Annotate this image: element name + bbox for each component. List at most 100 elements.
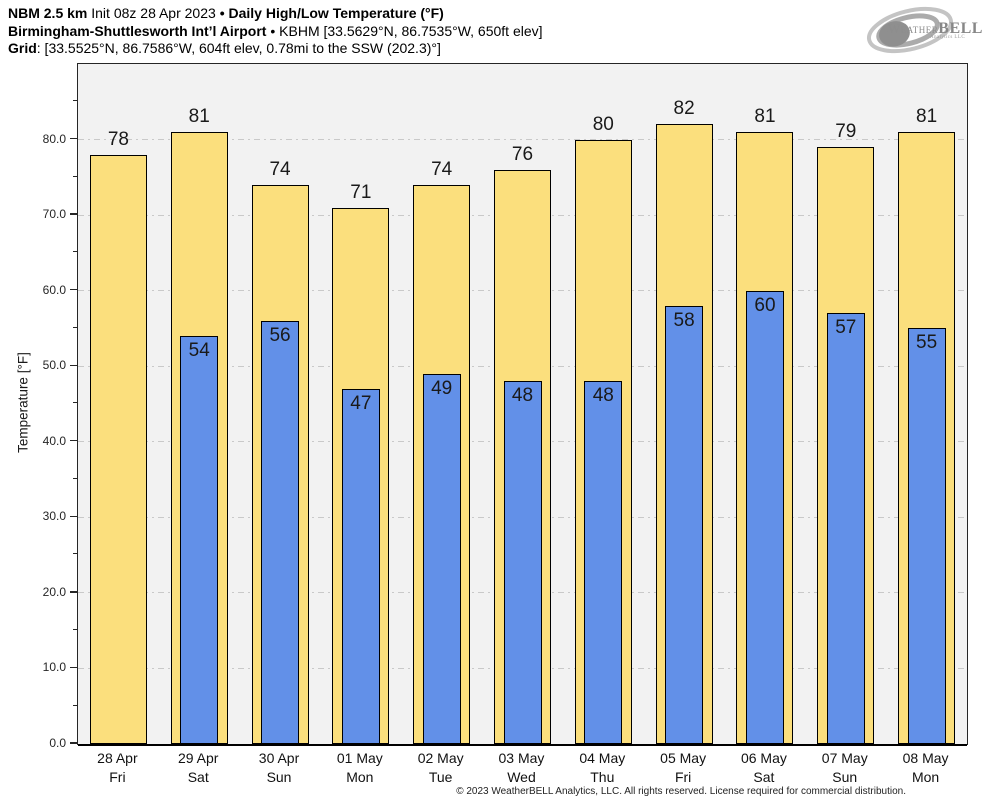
x-axis-day: Mon xyxy=(911,769,940,785)
low-bar xyxy=(665,305,704,744)
y-axis-minor-tick xyxy=(73,175,77,177)
x-axis-date: 06 May xyxy=(740,750,787,766)
high-bar xyxy=(89,154,147,744)
weatherbell-logo: WeatherBELL Analytics LLC xyxy=(864,4,983,56)
swirl-icon xyxy=(866,6,954,54)
x-axis-date: 03 May xyxy=(498,750,545,766)
low-value-label: 58 xyxy=(673,309,695,331)
x-axis-day: Fri xyxy=(674,769,692,785)
x-axis-date: 08 May xyxy=(902,750,949,766)
x-axis-day: Sat xyxy=(753,769,775,785)
low-value-label: 54 xyxy=(188,340,210,361)
y-axis-tick xyxy=(70,440,77,442)
x-axis-label: 07 May Sun xyxy=(804,749,885,787)
y-axis-minor-tick xyxy=(73,477,77,479)
init-time: Init 08z 28 Apr 2023 xyxy=(87,5,220,21)
low-bar xyxy=(261,320,300,744)
bullet-separator: • xyxy=(219,5,225,21)
high-value-label: 74 xyxy=(431,158,453,180)
x-axis-day: Thu xyxy=(590,769,615,785)
low-bar xyxy=(907,328,946,744)
low-bar xyxy=(584,381,623,744)
high-value-label: 80 xyxy=(592,113,614,135)
plot-area: 78 81 54 74 56 71 47 74 49 76 48 80 48 82 58 81 60 79 57 81… xyxy=(77,63,968,746)
high-value-label: 78 xyxy=(107,128,129,150)
y-axis-minor-tick xyxy=(73,553,77,555)
x-axis-label: 29 Apr Sat xyxy=(158,749,239,787)
y-axis-minor-tick xyxy=(73,251,77,253)
y-axis-tick xyxy=(70,137,77,140)
low-bar xyxy=(826,313,865,744)
x-axis-date: 04 May xyxy=(579,750,626,766)
logo-subtitle: Analytics LLC xyxy=(930,35,966,40)
y-axis-minor-tick xyxy=(73,326,77,328)
y-axis-tick xyxy=(70,666,77,669)
logo-bell: BELL xyxy=(938,20,983,37)
low-bar xyxy=(180,336,219,744)
y-axis-title: Temperature [°F] xyxy=(15,352,31,453)
x-axis-label: 02 May Tue xyxy=(400,749,481,787)
low-bar xyxy=(341,388,380,744)
high-value-label: 81 xyxy=(916,106,938,127)
x-axis-day: Fri xyxy=(109,769,126,785)
logo-wordmark: WeatherBELL xyxy=(888,20,983,38)
x-axis-date: 07 May xyxy=(821,750,868,766)
low-bar xyxy=(745,290,784,744)
y-axis-tick-label: 70.0 xyxy=(42,207,66,222)
low-value-label: 47 xyxy=(350,392,372,414)
logo-weather: Weather xyxy=(888,21,939,36)
low-value-label: 57 xyxy=(835,317,857,339)
x-axis-day: Sun xyxy=(266,769,292,785)
low-value-label: 56 xyxy=(269,324,291,346)
high-value-label: 79 xyxy=(835,121,857,143)
x-axis-date: 05 May xyxy=(660,750,707,766)
x-axis-date: 30 Apr xyxy=(258,750,300,766)
y-axis-tick xyxy=(70,364,77,366)
y-axis-tick-label: 20.0 xyxy=(42,584,66,599)
y-axis-tick xyxy=(70,288,77,291)
x-axis-label: 05 May Fri xyxy=(643,749,724,787)
y-axis-tick-label: 40.0 xyxy=(42,433,66,448)
y-axis-tick-label: 0.0 xyxy=(49,736,66,750)
x-axis-date: 01 May xyxy=(336,750,383,766)
high-value-label: 81 xyxy=(188,106,210,127)
low-value-label: 48 xyxy=(592,385,614,407)
x-axis-label: 06 May Sat xyxy=(724,749,805,787)
y-axis-tick-label: 30.0 xyxy=(42,509,66,524)
x-axis-line xyxy=(78,744,967,746)
x-axis-day: Sat xyxy=(187,769,209,785)
x-axis-label: 04 May Thu xyxy=(562,749,643,787)
grid-meta: : [33.5525°N, 86.7586°W, 604ft elev, 0.7… xyxy=(36,40,441,56)
x-axis-day: Sun xyxy=(832,769,858,785)
high-value-label: 81 xyxy=(754,106,776,127)
low-value-label: 60 xyxy=(754,294,776,316)
y-axis-tick xyxy=(70,591,77,593)
x-axis-day: Mon xyxy=(346,769,374,785)
x-axis-label: 01 May Mon xyxy=(319,749,400,787)
y-axis-tick-label: 80.0 xyxy=(42,131,66,146)
header-line-2: Birmingham-Shuttlesworth Int’l Airport •… xyxy=(8,23,543,41)
y-axis-tick-label: 60.0 xyxy=(42,282,66,297)
station-name: Birmingham-Shuttlesworth Int’l Airport xyxy=(8,22,267,39)
x-axis-day: Tue xyxy=(428,769,453,785)
y-axis-minor-tick xyxy=(73,402,77,404)
low-value-label: 49 xyxy=(431,377,453,399)
y-axis-tick-label: 10.0 xyxy=(42,660,66,675)
y-axis-tick xyxy=(70,515,77,518)
x-axis-label: 30 Apr Sun xyxy=(239,749,320,787)
high-value-label: 74 xyxy=(269,158,291,180)
header-line-1: NBM 2.5 km Init 08z 28 Apr 2023 • Daily … xyxy=(8,5,543,23)
low-bar xyxy=(503,381,542,744)
y-axis-tick-label: 50.0 xyxy=(42,358,66,373)
copyright-notice: © 2023 WeatherBELL Analytics, LLC. All r… xyxy=(456,786,906,797)
grid-label: Grid xyxy=(8,40,37,56)
x-axis-date: 28 Apr xyxy=(97,750,138,766)
x-axis-label: 28 Apr Fri xyxy=(77,749,158,787)
header-line-3: Grid: [33.5525°N, 86.7586°W, 604ft elev,… xyxy=(8,40,543,58)
high-value-label: 71 xyxy=(350,181,372,203)
x-axis-day: Wed xyxy=(507,769,536,785)
chart-header: NBM 2.5 km Init 08z 28 Apr 2023 • Daily … xyxy=(8,5,543,58)
low-value-label: 55 xyxy=(916,332,938,354)
x-axis-date: 02 May xyxy=(417,750,464,766)
